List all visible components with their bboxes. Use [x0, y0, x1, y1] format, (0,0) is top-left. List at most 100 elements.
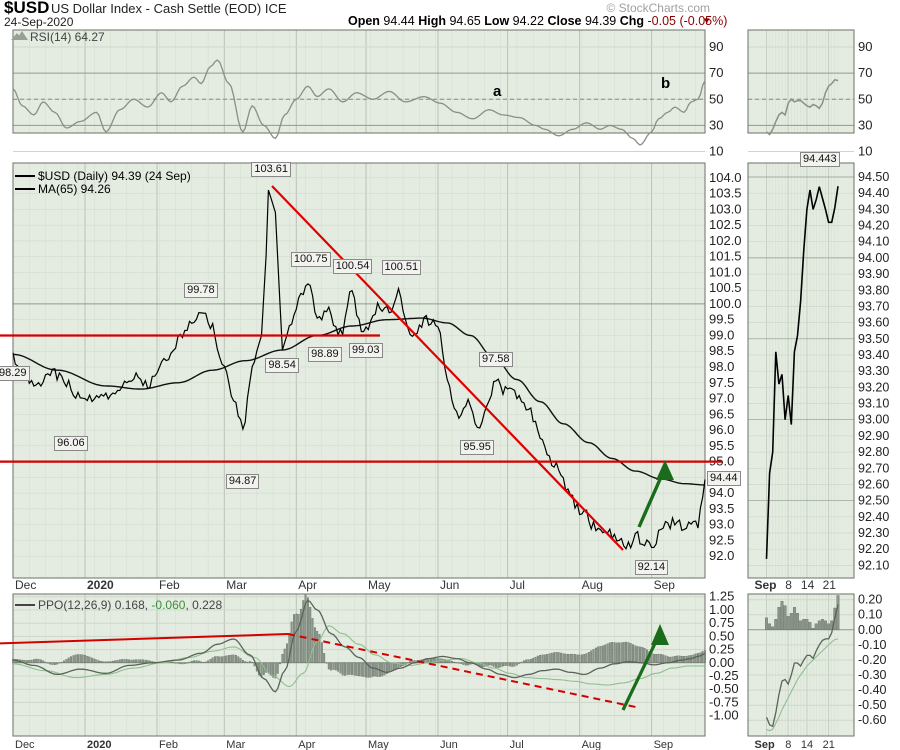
svg-text:96.5: 96.5: [709, 406, 734, 421]
svg-text:Aug: Aug: [582, 578, 603, 592]
svg-text:▾: ▾: [704, 15, 710, 27]
svg-text:2020: 2020: [87, 739, 111, 750]
svg-text:50: 50: [858, 91, 872, 106]
svg-text:Sep: Sep: [654, 739, 674, 750]
svg-text:8: 8: [785, 578, 792, 592]
svg-text:Dec: Dec: [15, 739, 35, 750]
svg-text:May: May: [368, 578, 391, 592]
svg-text:1.00: 1.00: [709, 602, 734, 617]
svg-text:90: 90: [858, 39, 872, 54]
svg-text:93.80: 93.80: [858, 283, 889, 297]
svg-text:70: 70: [858, 65, 872, 80]
svg-text:May: May: [368, 739, 389, 750]
svg-text:a: a: [493, 83, 502, 100]
svg-text:30: 30: [858, 117, 872, 132]
svg-text:93.00: 93.00: [858, 413, 889, 427]
svg-text:94.10: 94.10: [858, 235, 889, 249]
svg-text:-0.10: -0.10: [858, 638, 887, 652]
svg-text:93.10: 93.10: [858, 397, 889, 411]
svg-text:21: 21: [823, 739, 835, 750]
svg-text:Jul: Jul: [510, 739, 524, 750]
svg-text:92.10: 92.10: [858, 558, 889, 572]
svg-text:98.0: 98.0: [709, 359, 734, 374]
svg-text:Apr: Apr: [298, 578, 317, 592]
svg-text:-0.75: -0.75: [709, 694, 739, 709]
svg-text:-1.00: -1.00: [709, 708, 739, 723]
svg-text:-0.50: -0.50: [858, 698, 887, 712]
svg-text:-0.30: -0.30: [858, 668, 887, 682]
svg-text:0.50: 0.50: [709, 628, 734, 643]
svg-text:Sep: Sep: [654, 578, 676, 592]
svg-text:100.5: 100.5: [709, 280, 742, 295]
svg-text:103.0: 103.0: [709, 201, 742, 216]
svg-text:93.30: 93.30: [858, 364, 889, 378]
svg-text:0.00: 0.00: [709, 655, 734, 670]
svg-text:Sep: Sep: [755, 739, 775, 750]
svg-text:0.00: 0.00: [858, 623, 882, 637]
svg-text:92.40: 92.40: [858, 510, 889, 524]
svg-text:24-Sep-2020: 24-Sep-2020: [4, 15, 74, 29]
svg-text:97.5: 97.5: [709, 375, 734, 390]
svg-text:94.50: 94.50: [858, 170, 889, 184]
svg-text:Mar: Mar: [226, 578, 247, 592]
svg-text:96.0: 96.0: [709, 422, 734, 437]
svg-text:-0.40: -0.40: [858, 683, 887, 697]
svg-text:94.20: 94.20: [858, 219, 889, 233]
svg-text:99.0: 99.0: [709, 328, 734, 343]
svg-text:10: 10: [858, 144, 872, 159]
svg-text:b: b: [661, 75, 670, 92]
svg-text:Open 94.44 High 94.65 Low 94: Open 94.44 High 94.65 Low 94.22 Close 94…: [348, 14, 727, 28]
svg-text:MA(65) 94.26: MA(65) 94.26: [38, 182, 111, 196]
svg-text:95.5: 95.5: [709, 438, 734, 453]
svg-text:0.25: 0.25: [709, 642, 734, 657]
svg-text:1.25: 1.25: [709, 589, 734, 604]
svg-text:Feb: Feb: [159, 578, 180, 592]
svg-text:Aug: Aug: [582, 739, 602, 750]
svg-text:-0.25: -0.25: [709, 668, 739, 683]
svg-text:92.5: 92.5: [709, 532, 734, 547]
svg-text:Sep: Sep: [755, 578, 777, 592]
svg-text:92.90: 92.90: [858, 429, 889, 443]
svg-text:93.90: 93.90: [858, 267, 889, 281]
svg-text:92.80: 92.80: [858, 445, 889, 459]
svg-text:30: 30: [709, 117, 723, 132]
svg-text:14: 14: [801, 739, 813, 750]
svg-text:97.0: 97.0: [709, 391, 734, 406]
svg-text:93.20: 93.20: [858, 380, 889, 394]
svg-text:US Dollar Index - Cash Settle: US Dollar Index - Cash Settle (EOD) ICE: [51, 1, 287, 16]
svg-text:10: 10: [709, 144, 723, 159]
svg-text:92.30: 92.30: [858, 526, 889, 540]
svg-text:-0.60: -0.60: [858, 713, 887, 727]
svg-text:14: 14: [801, 578, 815, 592]
svg-text:RSI(14) 64.27: RSI(14) 64.27: [30, 30, 105, 44]
svg-text:100.0: 100.0: [709, 296, 742, 311]
svg-text:92.20: 92.20: [858, 542, 889, 556]
svg-text:102.5: 102.5: [709, 217, 742, 232]
svg-text:0.10: 0.10: [858, 608, 882, 622]
svg-text:PPO(12,26,9) 0.168, -0.060, 0.: PPO(12,26,9) 0.168, -0.060, 0.228: [38, 598, 222, 612]
svg-text:101.5: 101.5: [709, 249, 742, 264]
svg-text:Jun: Jun: [440, 578, 459, 592]
svg-text:Dec: Dec: [15, 578, 36, 592]
svg-text:© StockCharts.com: © StockCharts.com: [606, 1, 710, 15]
svg-text:Jul: Jul: [510, 578, 525, 592]
svg-text:93.5: 93.5: [709, 501, 734, 516]
svg-text:2020: 2020: [87, 578, 114, 592]
svg-text:8: 8: [785, 739, 791, 750]
svg-text:92.60: 92.60: [858, 478, 889, 492]
svg-text:99.5: 99.5: [709, 312, 734, 327]
svg-text:93.50: 93.50: [858, 332, 889, 346]
svg-text:93.60: 93.60: [858, 316, 889, 330]
svg-text:104.0: 104.0: [709, 170, 742, 185]
svg-text:92.70: 92.70: [858, 461, 889, 475]
svg-text:102.0: 102.0: [709, 233, 742, 248]
svg-text:70: 70: [709, 65, 723, 80]
svg-text:92.0: 92.0: [709, 548, 734, 563]
svg-text:Jun: Jun: [440, 739, 458, 750]
svg-text:98.5: 98.5: [709, 343, 734, 358]
svg-text:Mar: Mar: [226, 739, 245, 750]
svg-text:93.70: 93.70: [858, 300, 889, 314]
svg-text:92.50: 92.50: [858, 494, 889, 508]
svg-text:Feb: Feb: [159, 739, 178, 750]
svg-text:0.75: 0.75: [709, 615, 734, 630]
